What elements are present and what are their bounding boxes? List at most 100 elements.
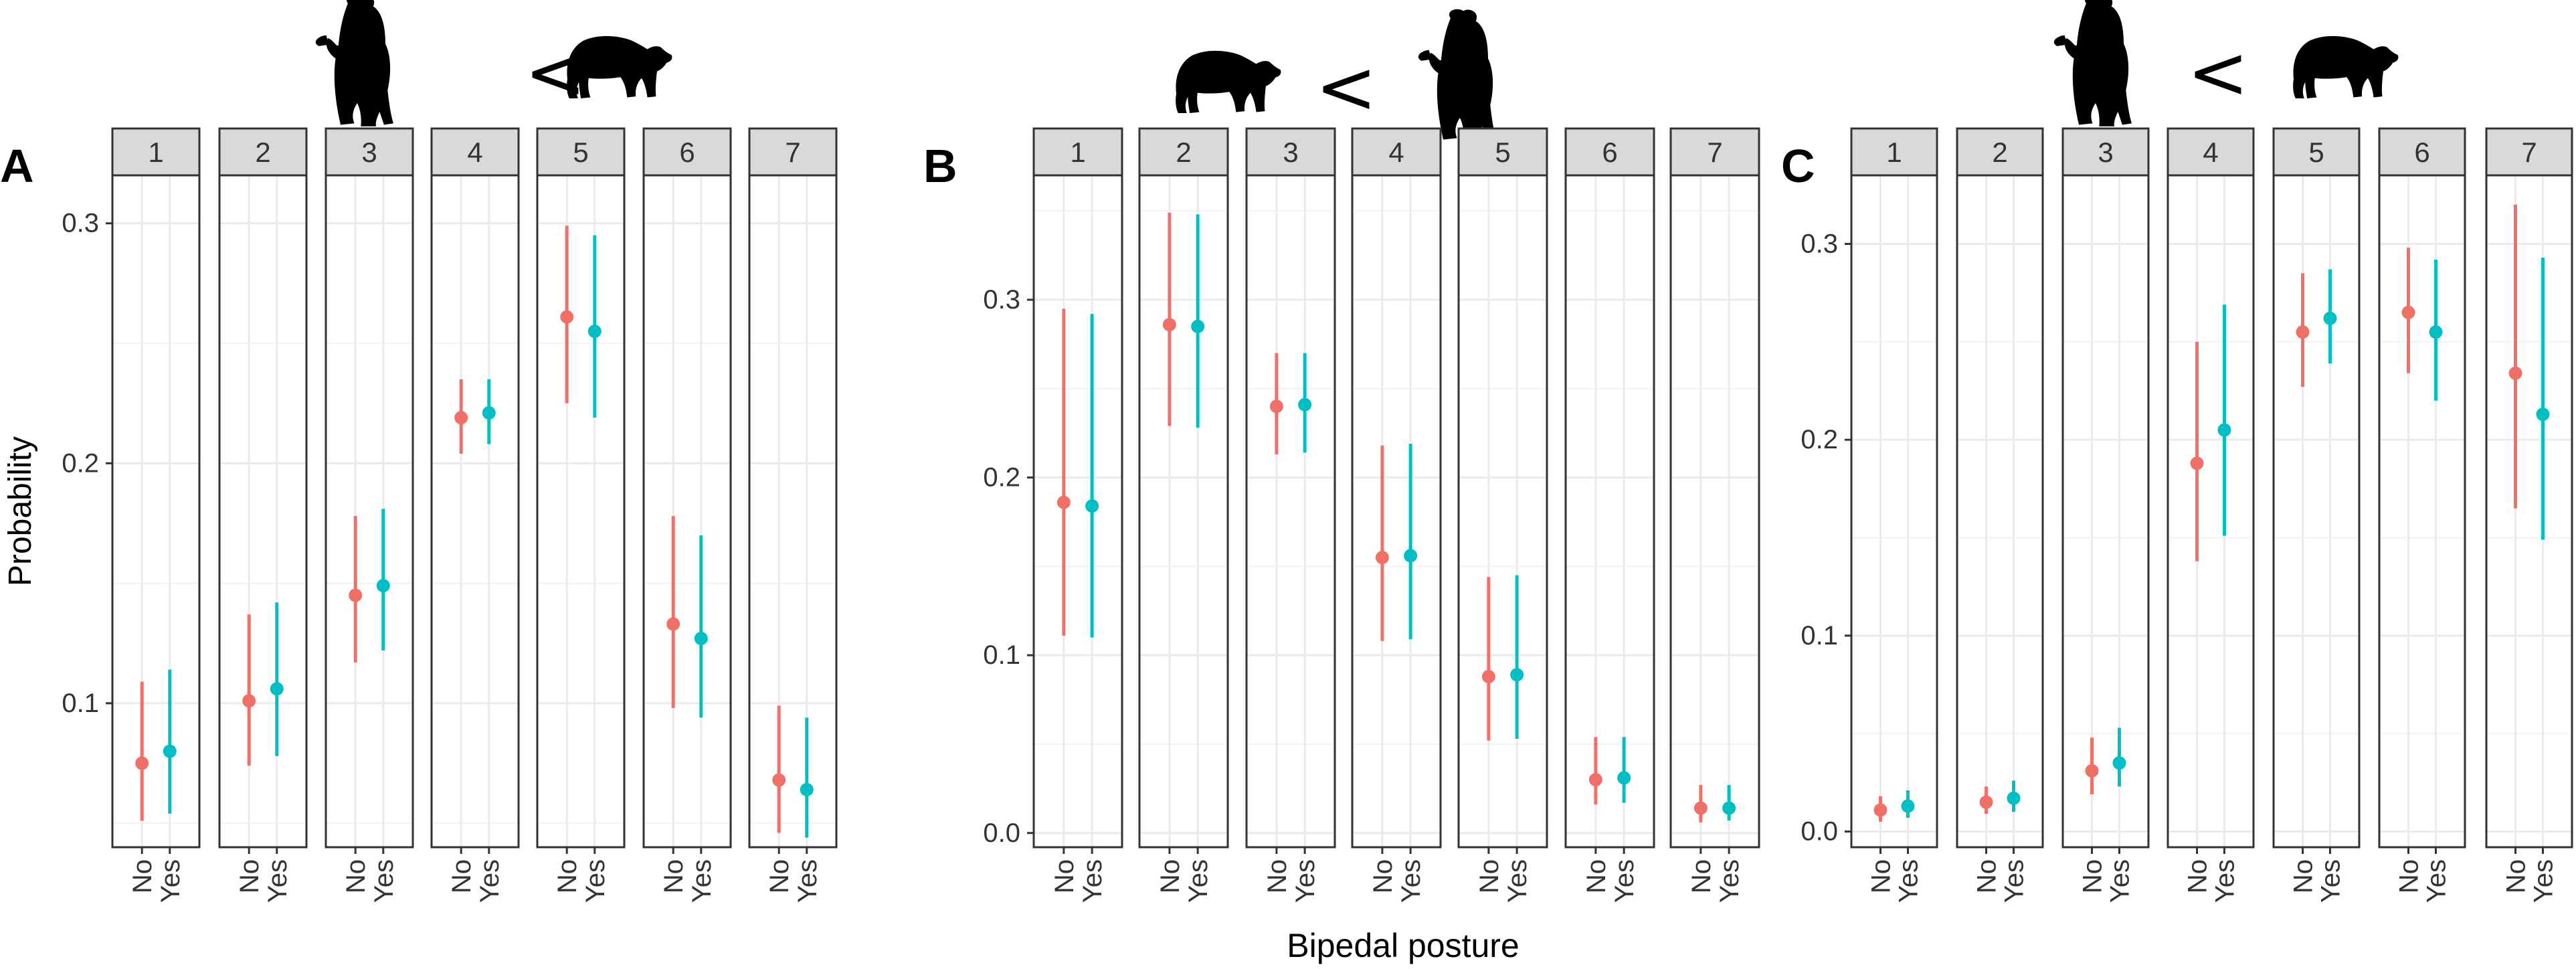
x-category-label: Yes — [156, 859, 185, 903]
x-category-label: No — [2078, 859, 2108, 893]
facet-strip — [1457, 127, 1548, 177]
point-no — [2296, 325, 2310, 339]
point-yes — [2112, 756, 2126, 770]
y-tick-label: 0.2 — [62, 448, 99, 478]
x-category-label: No — [128, 859, 157, 893]
x-category-label: Yes — [2316, 859, 2345, 903]
point-yes — [1085, 499, 1099, 513]
facet-border — [1457, 174, 1548, 849]
facet-strip-label: 5 — [1495, 137, 1510, 168]
panel-letter-A: A — [0, 140, 34, 192]
panel-B: B<0.00.10.20.31NoYes2NoYes3NoYes4NoYes5N… — [923, 9, 1760, 903]
x-category-label: No — [1263, 859, 1292, 893]
facet-strip-label: 4 — [2203, 137, 2218, 168]
facet-strip — [2485, 127, 2573, 177]
facet-strip-label: 6 — [2414, 137, 2429, 168]
x-category-label: No — [1156, 859, 1185, 893]
facet-strip — [748, 127, 838, 177]
facet-plot-area — [1247, 175, 1335, 847]
x-category-label: Yes — [263, 859, 292, 903]
facet-plot-area — [1459, 175, 1547, 847]
facet-strip-label: 4 — [467, 137, 482, 168]
x-category-label: Yes — [1610, 859, 1639, 903]
x-category-label: Yes — [369, 859, 399, 903]
facet-strip-label: 2 — [255, 137, 270, 168]
point-yes — [163, 744, 177, 758]
facet-plot-area — [1851, 175, 1937, 847]
point-no — [1056, 495, 1071, 509]
facet-strip-label: 1 — [1070, 137, 1085, 168]
x-category-label: No — [2183, 859, 2213, 893]
x-category-label: No — [1050, 859, 1079, 893]
x-category-label: No — [1687, 859, 1716, 893]
facet-border — [1351, 174, 1442, 849]
point-no — [1481, 670, 1495, 684]
facet-border — [748, 174, 838, 849]
facet-strip-label: 4 — [1388, 137, 1404, 168]
point-yes — [1510, 668, 1524, 682]
facet-strip — [218, 127, 308, 177]
facet-border — [2485, 174, 2573, 849]
x-category-label: Yes — [793, 859, 822, 903]
less-than-sign: < — [2187, 29, 2249, 115]
y-tick-label: 0.0 — [1801, 817, 1838, 847]
facet-plot-area — [112, 175, 199, 847]
x-category-label: Yes — [2105, 859, 2134, 903]
facet-border — [1850, 174, 1938, 849]
x-category-label: Yes — [1715, 859, 1744, 903]
facet-strip-label: 3 — [1283, 137, 1298, 168]
point-yes — [1901, 799, 1915, 813]
point-no — [454, 411, 468, 425]
x-category-label: Yes — [475, 859, 504, 903]
x-category-label: No — [659, 859, 688, 893]
x-category-label: Yes — [581, 859, 610, 903]
facet-strip-label: 1 — [148, 137, 163, 168]
y-tick-label: 0.2 — [983, 463, 1020, 493]
facet-plot-area — [1957, 175, 2043, 847]
point-no — [1375, 551, 1389, 565]
point-yes — [1404, 549, 1418, 563]
facet-strip-label: 6 — [679, 137, 695, 168]
facet-strip — [1245, 127, 1336, 177]
x-category-label: Yes — [2528, 859, 2558, 903]
standing-bear-icon — [1418, 9, 1496, 141]
standing-bear-icon — [315, 0, 393, 126]
point-yes — [694, 632, 708, 646]
point-no — [666, 617, 680, 631]
point-no — [1269, 400, 1283, 414]
point-yes — [482, 406, 496, 420]
facet-border — [1245, 174, 1336, 849]
facet-plot-area — [1034, 175, 1122, 847]
walking-bear-icon — [567, 35, 672, 98]
point-no — [772, 773, 786, 787]
facet-border — [2378, 174, 2466, 849]
facet-plot-area — [2168, 175, 2253, 847]
y-tick-label: 0.3 — [983, 285, 1020, 315]
x-category-label: No — [2502, 859, 2531, 893]
facet-strip-label: 6 — [1602, 137, 1617, 168]
point-yes — [2323, 311, 2337, 325]
x-category-label: No — [2395, 859, 2424, 893]
x-category-label: Yes — [1396, 859, 1426, 903]
point-yes — [1298, 398, 1312, 412]
x-category-label: No — [1368, 859, 1398, 893]
x-category-label: Yes — [1894, 859, 1923, 903]
facet-border — [1138, 174, 1229, 849]
point-yes — [2007, 791, 2021, 805]
y-tick-label: 0.0 — [983, 818, 1020, 848]
point-no — [1162, 318, 1176, 332]
x-category-label: Yes — [2210, 859, 2239, 903]
facet-plot-area — [432, 175, 519, 847]
facet-plot-area — [2379, 175, 2465, 847]
facet-plot-area — [644, 175, 731, 847]
facet-border — [218, 174, 308, 849]
facet-border — [2272, 174, 2361, 849]
facet-plot-area — [749, 175, 836, 847]
